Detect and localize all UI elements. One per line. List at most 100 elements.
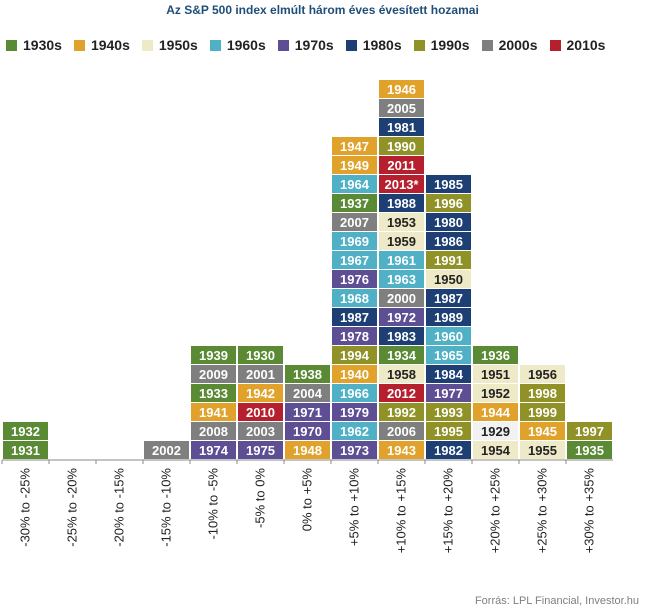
year-block-bar (191, 365, 236, 383)
year-block-bar (332, 213, 377, 231)
year-block-bar (473, 346, 518, 364)
year-label: 1950 (434, 272, 463, 287)
year-block-bar (473, 365, 518, 383)
year-block: 1997 (567, 422, 612, 440)
year-label: 1989 (434, 310, 463, 325)
year-label: 1985 (434, 177, 463, 192)
year-block-bar (520, 403, 565, 421)
year-label: 1983 (387, 329, 416, 344)
year-block: 1949 (332, 156, 377, 174)
year-label: 1952 (481, 386, 510, 401)
year-label: 2007 (340, 215, 369, 230)
legend-swatch (481, 39, 493, 51)
year-block-bar (473, 441, 518, 459)
year-block-bar (238, 384, 283, 402)
year-block-bar (332, 384, 377, 402)
year-block: 2012 (379, 384, 424, 402)
legend-swatch (209, 39, 221, 51)
year-block-bar (332, 175, 377, 193)
year-block: 1992 (379, 403, 424, 421)
year-block: 1970 (285, 422, 330, 440)
year-block-bar (285, 403, 330, 421)
year-block-bar (426, 422, 471, 440)
year-block-bar (285, 441, 330, 459)
year-block: 1978 (332, 327, 377, 345)
year-label: 1944 (481, 405, 511, 420)
legend-swatch (6, 39, 17, 51)
year-block: 1983 (379, 327, 424, 345)
year-block-bar (379, 137, 424, 155)
year-label: 1949 (340, 158, 369, 173)
year-block-bar (426, 251, 471, 269)
year-block: 1955 (520, 441, 565, 459)
year-block-bar (285, 384, 330, 402)
category-tick-label: +5% to +10% (347, 468, 362, 546)
year-block-bar (191, 384, 236, 402)
year-label: 1936 (481, 348, 510, 363)
year-block-bar (191, 422, 236, 440)
year-block: 1959 (379, 232, 424, 250)
year-block: 2009 (191, 365, 236, 383)
year-label: 1940 (340, 367, 369, 382)
year-block: 1969 (332, 232, 377, 250)
year-label: 1982 (434, 443, 463, 458)
year-label: 1946 (387, 82, 416, 97)
year-block-bar (379, 289, 424, 307)
legend-label: 1990s (430, 37, 470, 53)
year-block-bar (426, 384, 471, 402)
year-block-bar (379, 422, 424, 440)
year-block-bar (379, 194, 424, 212)
year-block: 1966 (332, 384, 377, 402)
year-block: 1936 (473, 346, 518, 364)
year-label: 1967 (340, 253, 369, 268)
legend-item-1940s: 1940s (73, 37, 130, 53)
year-label: 1937 (340, 196, 369, 211)
year-block: 2002 (144, 441, 189, 459)
source-footer: Forrás: LPL Financial, Investor.hu (474, 595, 639, 607)
year-block: 2013* (379, 175, 424, 193)
year-block-bar (191, 441, 236, 459)
year-block-bar (473, 422, 518, 440)
year-block-bar (426, 289, 471, 307)
year-block-bar (567, 441, 612, 459)
year-block-bar (285, 422, 330, 440)
year-label: 2005 (387, 101, 416, 116)
category-tick-label: -30% to -25% (18, 468, 33, 547)
year-label: 1964 (340, 177, 370, 192)
year-block: 1963 (379, 270, 424, 288)
year-label: 1962 (340, 424, 369, 439)
year-block-bar (520, 422, 565, 440)
year-label: 1987 (434, 291, 463, 306)
year-block-bar (238, 403, 283, 421)
year-label: 1933 (199, 386, 228, 401)
year-block-bar (332, 194, 377, 212)
year-block-bar (332, 289, 377, 307)
year-block: 1941 (191, 403, 236, 421)
year-block-bar (379, 384, 424, 402)
year-block: 1956 (520, 365, 565, 383)
year-block-bar (379, 213, 424, 231)
year-block: 1953 (379, 213, 424, 231)
year-block-bar (379, 156, 424, 174)
year-block-bar (426, 365, 471, 383)
year-label: 1966 (340, 386, 369, 401)
year-block: 1954 (473, 441, 518, 459)
legend-item-1950s: 1950s (141, 37, 198, 53)
year-block: 1984 (426, 365, 471, 383)
year-block: 1977 (426, 384, 471, 402)
year-block: 1976 (332, 270, 377, 288)
category-tick-label: -20% to -15% (112, 468, 127, 547)
category-tick-label: -25% to -20% (65, 468, 80, 547)
year-label: 1945 (528, 424, 557, 439)
year-block: 1937 (332, 194, 377, 212)
legend-item-1980s: 1980s (345, 37, 402, 53)
year-label: 1981 (387, 120, 416, 135)
year-block: 1958 (379, 365, 424, 383)
year-label: 1976 (340, 272, 369, 287)
legend-swatch (345, 39, 357, 51)
year-block: 1971 (285, 403, 330, 421)
year-block: 1946 (379, 80, 424, 98)
year-block-bar (332, 156, 377, 174)
year-block: 1942 (238, 384, 283, 402)
year-label: 2008 (199, 424, 228, 439)
